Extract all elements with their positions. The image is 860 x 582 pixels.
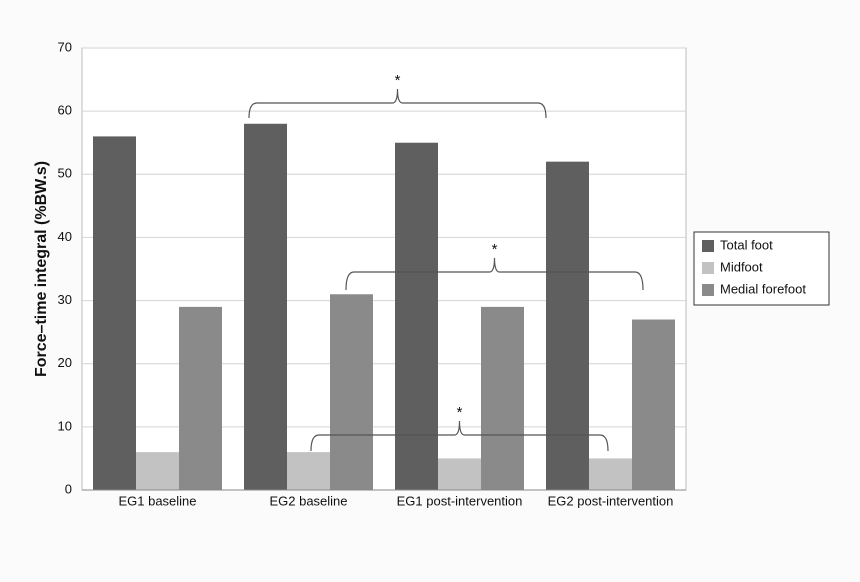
- legend-swatch: [702, 284, 714, 296]
- bar: [395, 142, 438, 490]
- bar: [632, 319, 675, 490]
- legend-box: [693, 231, 830, 306]
- legend-label: Medial forefoot: [720, 281, 806, 296]
- x-tick-label: EG2 baseline: [269, 493, 347, 508]
- y-tick-label: 70: [58, 39, 72, 54]
- legend-label: Total foot: [720, 237, 773, 252]
- y-tick-label: 0: [65, 481, 72, 496]
- significance-bracket: [248, 88, 547, 119]
- y-axis-label: Force–time integral (%BW.s): [33, 161, 50, 377]
- y-tick-label: 30: [58, 292, 72, 307]
- y-tick-label: 40: [58, 229, 72, 244]
- significance-bracket: [345, 257, 644, 291]
- bar: [481, 306, 524, 490]
- annotation: *: [457, 404, 463, 421]
- legend-swatch: [702, 240, 714, 252]
- bar: [589, 458, 632, 490]
- bar: [244, 123, 287, 491]
- annotation: *: [395, 72, 401, 89]
- y-tick-label: 20: [58, 355, 72, 370]
- x-tick-label: EG1 baseline: [118, 493, 196, 508]
- bar: [179, 306, 222, 490]
- bar: [93, 136, 136, 490]
- bar: [438, 458, 481, 490]
- x-tick-label: EG2 post-intervention: [548, 493, 674, 508]
- y-tick-label: 50: [58, 166, 72, 181]
- legend-label: Midfoot: [720, 259, 763, 274]
- bar: [287, 452, 330, 490]
- bar: [136, 452, 179, 490]
- bar: [330, 294, 373, 490]
- x-tick-label: EG1 post-intervention: [397, 493, 523, 508]
- y-tick-label: 10: [58, 418, 72, 433]
- significance-bracket: [310, 420, 609, 452]
- bar: [546, 161, 589, 490]
- legend-swatch: [702, 262, 714, 274]
- annotation: *: [492, 241, 498, 258]
- y-tick-label: 60: [58, 103, 72, 118]
- plot-area: [81, 47, 687, 491]
